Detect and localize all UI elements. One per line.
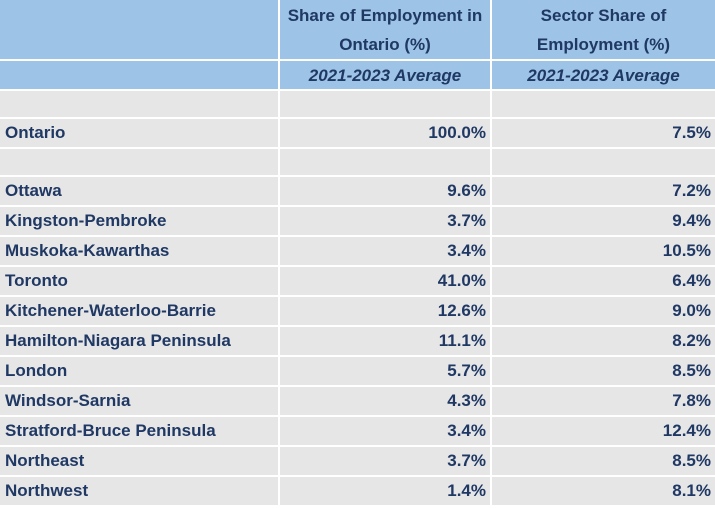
region-cell: Northeast <box>0 447 280 475</box>
table-row-ontario: Ontario 100.0% 7.5% <box>0 119 715 149</box>
share-cell: 12.6% <box>280 297 492 325</box>
share-cell: 4.3% <box>280 387 492 415</box>
share-cell: 41.0% <box>280 267 492 295</box>
region-cell: Stratford-Bruce Peninsula <box>0 417 280 445</box>
table-row: Northeast 3.7% 8.5% <box>0 447 715 477</box>
region-cell: Ontario <box>0 119 280 147</box>
table-row: Toronto 41.0% 6.4% <box>0 267 715 297</box>
sector-cell: 7.2% <box>672 181 711 200</box>
table-row: Kingston-Pembroke 3.7% 9.4% <box>0 207 715 237</box>
sector-cell: 8.5% <box>672 451 711 470</box>
subheader-blank-cell <box>0 61 280 89</box>
share-cell: 3.4% <box>280 237 492 265</box>
share-cell: 1.4% <box>280 477 492 505</box>
header-sector-title: Sector Share of Employment (%) <box>536 5 671 54</box>
region-cell: London <box>0 357 280 385</box>
region-cell: Northwest <box>0 477 280 505</box>
table-row: Windsor-Sarnia 4.3% 7.8% <box>0 387 715 417</box>
sector-cell: 7.5% <box>672 123 711 142</box>
sector-cell: 7.8% <box>672 391 711 410</box>
table-row: Kitchener-Waterloo-Barrie 12.6% 9.0% <box>0 297 715 327</box>
sector-cell: 6.4% <box>672 271 711 290</box>
sector-cell: 10.5% <box>662 241 711 260</box>
region-cell: Windsor-Sarnia <box>0 387 280 415</box>
header-subrow: 2021-2023 Average 2021-2023 Average <box>0 61 715 91</box>
sector-cell: 8.5% <box>672 361 711 380</box>
header-share-title: Share of Employment in Ontario (%) <box>280 0 492 59</box>
region-cell: Ottawa <box>0 177 280 205</box>
spacer-row <box>0 91 715 119</box>
share-cell: 9.6% <box>280 177 492 205</box>
region-cell: Kitchener-Waterloo-Barrie <box>0 297 280 325</box>
region-cell: Hamilton-Niagara Peninsula <box>0 327 280 355</box>
table-row: Northwest 1.4% 8.1% <box>0 477 715 507</box>
region-cell: Toronto <box>0 267 280 295</box>
share-cell: 100.0% <box>280 119 492 147</box>
table-row: Ottawa 9.6% 7.2% <box>0 177 715 207</box>
region-cell: Kingston-Pembroke <box>0 207 280 235</box>
share-cell: 3.7% <box>280 207 492 235</box>
table-row: Muskoka-Kawarthas 3.4% 10.5% <box>0 237 715 267</box>
table-row: Hamilton-Niagara Peninsula 11.1% 8.2% <box>0 327 715 357</box>
share-cell: 3.4% <box>280 417 492 445</box>
sector-cell: 12.4% <box>662 421 711 440</box>
region-rows: Ottawa 9.6% 7.2% Kingston-Pembroke 3.7% 9.4% M… <box>0 177 715 507</box>
region-cell: Muskoka-Kawarthas <box>0 237 280 265</box>
header-share-period: 2021-2023 Average <box>280 61 492 89</box>
header-sector-period: 2021-2023 Average <box>527 65 680 85</box>
header-row: Share of Employment in Ontario (%) Secto… <box>0 0 715 61</box>
header-blank-cell <box>0 0 280 59</box>
sector-cell: 8.2% <box>672 331 711 350</box>
table-row: Stratford-Bruce Peninsula 3.4% 12.4% <box>0 417 715 447</box>
sector-cell: 9.4% <box>672 211 711 230</box>
share-cell: 3.7% <box>280 447 492 475</box>
table-row: London 5.7% 8.5% <box>0 357 715 387</box>
sector-cell: 9.0% <box>672 301 711 320</box>
spacer-row <box>0 149 715 177</box>
share-cell: 5.7% <box>280 357 492 385</box>
share-cell: 11.1% <box>280 327 492 355</box>
sector-cell: 8.1% <box>672 481 711 500</box>
